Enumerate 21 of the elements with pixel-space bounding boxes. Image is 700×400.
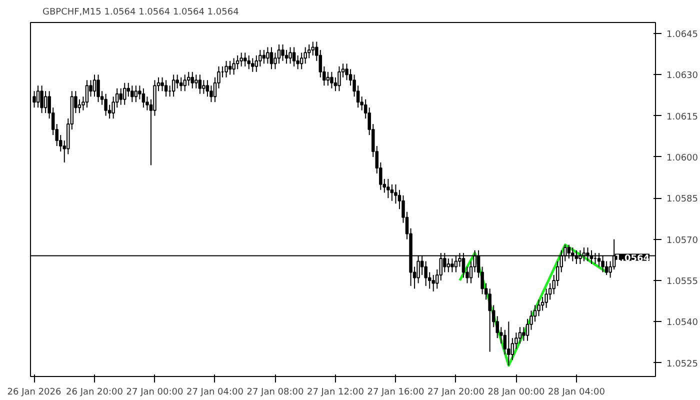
y-tick-label: 1.0630: [666, 71, 698, 82]
x-tick-label: 28 Jan 04:00: [548, 388, 606, 398]
y-tick-label: 1.0555: [666, 276, 698, 287]
x-tick-label: 27 Jan 12:00: [306, 388, 364, 398]
x-tick-label: 27 Jan 16:00: [367, 388, 424, 398]
y-tick-label: 1.0540: [666, 318, 698, 328]
x-tick-label: 26 Jan 20:00: [66, 388, 124, 398]
ref-line-label: 1.0564: [614, 254, 650, 264]
chart-title: GBPCHF,M15 1.0564 1.0564 1.0564 1.0564: [42, 8, 240, 18]
x-tick-label: 27 Jan 08:00: [246, 388, 304, 398]
x-tick-label: 28 Jan 00:00: [488, 388, 545, 398]
x-tick-label: 27 Jan 20:00: [427, 388, 485, 398]
y-tick-label: 1.0585: [666, 194, 698, 205]
x-tick-label: 26 Jan 2026: [7, 388, 62, 398]
y-tick-label: 1.0645: [666, 30, 698, 40]
y-tick-label: 1.0615: [666, 112, 698, 122]
y-tick-label: 1.0570: [666, 236, 698, 246]
y-tick-label: 1.0600: [666, 153, 698, 164]
x-tick-label: 27 Jan 04:00: [186, 388, 244, 398]
y-tick-label: 1.0525: [666, 359, 698, 370]
x-tick-label: 27 Jan 00:00: [126, 388, 184, 398]
